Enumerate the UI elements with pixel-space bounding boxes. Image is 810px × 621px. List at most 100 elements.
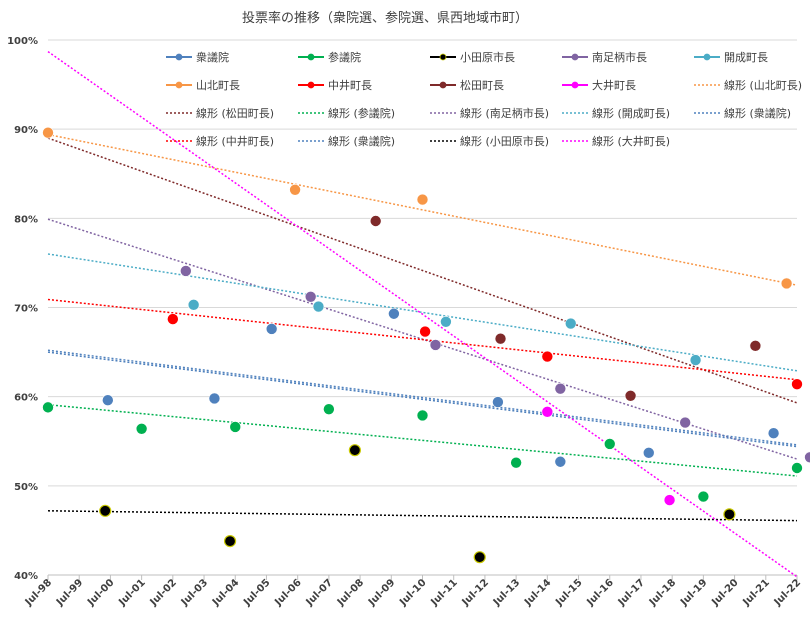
x-tick-label: Jul-98	[23, 577, 54, 608]
data-point	[304, 290, 317, 303]
data-point	[419, 325, 431, 338]
legend-label: 線形 (中井町長)	[196, 134, 274, 148]
legend-marker	[175, 81, 183, 89]
x-tick-label: Jul-02	[148, 577, 179, 608]
x-tick-label: Jul-14	[522, 577, 553, 608]
gridlines	[48, 39, 797, 576]
legend-label: 開成町長	[724, 51, 768, 64]
legend-label: 参議院	[328, 50, 361, 64]
legend-marker	[307, 53, 315, 61]
x-tick-label: Jul-12	[460, 577, 491, 608]
data-point	[554, 382, 567, 395]
y-tick-label: 60%	[14, 393, 38, 404]
data-point	[663, 494, 676, 506]
y-axis-ticks: 40% 50% 60% 70% 80% 90% 100%	[7, 36, 38, 582]
data-point	[564, 317, 577, 330]
data-point	[102, 394, 114, 407]
trendline	[47, 510, 798, 522]
legend-label: 中井町長	[328, 78, 372, 92]
data-point	[348, 444, 361, 457]
trendline	[47, 298, 798, 381]
y-tick-label: 100%	[7, 36, 38, 47]
x-tick-label: Jul-07	[304, 577, 335, 608]
data-point	[167, 313, 179, 325]
trendline	[47, 403, 798, 477]
x-tick-label: Jul-13	[491, 577, 522, 608]
legend-label: 線形 (参議院)	[328, 106, 395, 120]
trendline	[47, 133, 798, 286]
data-point	[541, 406, 554, 418]
data-point	[265, 323, 278, 335]
x-tick-label: Jul-11	[428, 577, 459, 608]
legend-label: 山北町長	[196, 79, 240, 92]
x-tick-label: Jul-00	[85, 577, 116, 608]
x-tick-label: Jul-15	[553, 577, 584, 608]
legend-label: 線形 (南足柄市長)	[460, 106, 549, 120]
data-point	[624, 389, 637, 402]
legend-label: 線形 (大井町長)	[592, 134, 670, 148]
data-point	[494, 332, 507, 345]
trendline	[47, 349, 798, 446]
y-tick-label: 50%	[14, 482, 38, 493]
x-tick-label: Jul-03	[179, 577, 210, 608]
data-point	[473, 551, 486, 564]
y-tick-label: 80%	[14, 214, 38, 225]
data-point	[780, 277, 793, 290]
data-point	[289, 184, 301, 196]
data-point	[208, 392, 221, 405]
data-point	[42, 401, 54, 414]
data-point	[510, 456, 522, 469]
x-tick-label: Jul-01	[116, 577, 147, 608]
legend-marker	[175, 53, 183, 61]
trendlines	[47, 50, 798, 578]
data-point	[697, 490, 710, 503]
legend-marker	[703, 53, 711, 61]
legend-label: 小田原市長	[460, 50, 515, 64]
trendline	[47, 351, 798, 448]
legend-marker	[439, 53, 447, 61]
legend-marker	[307, 81, 315, 89]
data-point	[312, 300, 325, 313]
x-tick-label: Jul-08	[335, 577, 366, 608]
trendline	[47, 50, 798, 578]
data-point	[791, 462, 803, 474]
x-tick-label: Jul-04	[210, 577, 241, 608]
legend-marker	[571, 53, 579, 61]
data-point	[42, 126, 54, 139]
data-point	[135, 422, 148, 435]
data-point	[689, 354, 702, 366]
x-tick-label: Jul-17	[616, 577, 647, 608]
x-tick-label: Jul-06	[272, 577, 303, 608]
x-tick-label: Jul-09	[366, 577, 397, 608]
legend-label: 線形 (衆議院)	[328, 134, 395, 148]
legend-marker	[439, 81, 447, 89]
legend-label: 線形 (小田原市長)	[460, 134, 549, 148]
data-point	[388, 307, 400, 320]
x-tick-label: Jul-99	[54, 577, 85, 608]
data-point	[187, 299, 200, 311]
legend-label: 松田町長	[460, 78, 504, 92]
data-point	[554, 455, 567, 468]
data-point	[749, 340, 762, 352]
legend-label: 線形 (山北町長)	[724, 78, 802, 92]
data-point	[229, 421, 242, 433]
x-tick-label: Jul-05	[241, 577, 272, 608]
data-point	[541, 350, 554, 363]
data-point	[180, 265, 192, 277]
data-point	[679, 416, 691, 429]
data-point	[323, 403, 335, 415]
data-points	[42, 126, 810, 564]
chart-title: 投票率の推移（衆院選、参院選、県西地域市町）	[242, 10, 528, 26]
data-point	[416, 409, 429, 422]
data-point	[492, 396, 504, 408]
trendline	[47, 253, 798, 372]
x-tick-label: Jul-10	[397, 577, 428, 608]
y-tick-label: 70%	[14, 304, 38, 315]
data-point	[804, 451, 810, 464]
data-point	[223, 535, 237, 548]
legend-marker	[571, 81, 579, 89]
legend-label: 衆議院	[196, 50, 229, 64]
data-point	[440, 315, 452, 328]
